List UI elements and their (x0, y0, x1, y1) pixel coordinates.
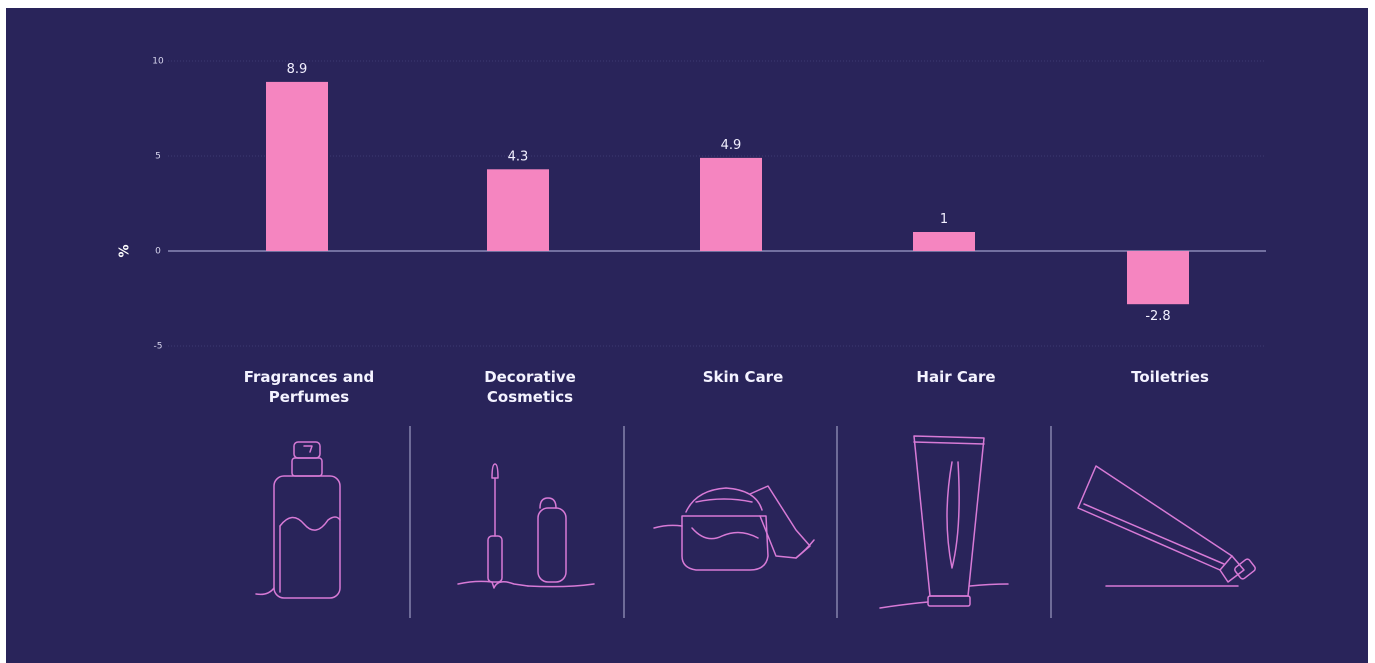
data-label: 4.3 (508, 149, 529, 164)
mascara-and-bottle-icon (457, 463, 595, 589)
x-tick-label: Fragrances and Perfumes (244, 368, 375, 406)
bar (700, 157, 762, 251)
bar (487, 169, 549, 251)
perfume-bottle-icon (255, 441, 341, 599)
x-tick-label-line: Cosmetics (487, 388, 573, 406)
x-tick-label-line: Toiletries (1131, 368, 1209, 386)
data-label: 1 (940, 212, 948, 227)
y-tick-label: 5 (155, 152, 161, 162)
data-label: -2.8 (1145, 309, 1170, 324)
x-tick-label: Hair Care (916, 368, 995, 386)
x-tick-label: Toiletries (1131, 368, 1209, 386)
cream-jar-icon (653, 485, 815, 571)
hair-care-tube-icon (879, 435, 1009, 609)
y-tick-label: -5 (154, 342, 163, 352)
x-tick-label: Decorative Cosmetics (484, 368, 576, 406)
bar-chart: 10 5 0 -5 % 8.9 4.3 4.9 1 -2.8 Fragrances and Pe… (6, 8, 1368, 663)
bar (913, 232, 975, 251)
x-tick-label-line: Decorative (484, 368, 576, 386)
x-tick-label-line: Hair Care (916, 368, 995, 386)
bar (266, 81, 328, 252)
x-tick-label-line: Perfumes (269, 388, 350, 406)
x-tick-label-line: Fragrances and (244, 368, 375, 386)
bar (1127, 251, 1189, 305)
toiletry-tube-icon (1077, 465, 1256, 587)
y-tick-label: 10 (152, 57, 164, 67)
x-tick-label: Skin Care (703, 368, 784, 386)
data-label: 8.9 (287, 62, 308, 77)
x-tick-label-line: Skin Care (703, 368, 784, 386)
y-tick-label: 0 (155, 247, 161, 257)
y-axis-label: % (118, 244, 133, 257)
data-label: 4.9 (721, 138, 742, 153)
chart-panel: 10 5 0 -5 % 8.9 4.3 4.9 1 -2.8 Fragrances and Pe… (6, 8, 1368, 663)
chart-background (6, 8, 1368, 663)
